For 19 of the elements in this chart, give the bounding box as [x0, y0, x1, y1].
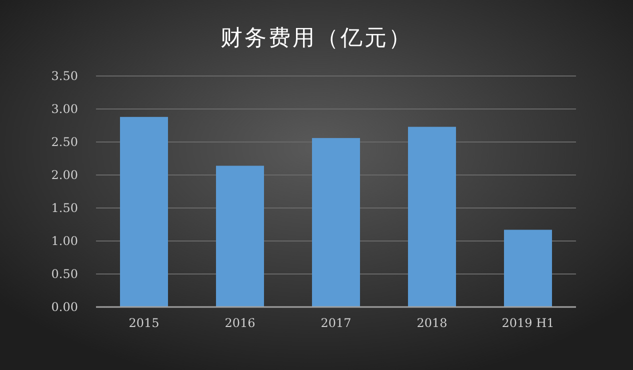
y-tick-label: 0.50 [51, 267, 78, 281]
chart-title: 财务费用（亿元） [220, 26, 412, 51]
bar [312, 138, 360, 307]
y-tick-label: 2.00 [51, 168, 78, 182]
y-tick-label: 0.00 [51, 300, 78, 314]
x-tick-label: 2017 [320, 316, 352, 330]
x-tick-label: 2019 H1 [502, 316, 554, 330]
bar [120, 116, 168, 307]
y-tick-label: 1.00 [51, 234, 78, 248]
x-tick-label: 2016 [224, 316, 256, 330]
bar [504, 230, 552, 307]
x-tick-label: 2018 [416, 316, 448, 330]
bar [216, 166, 264, 307]
y-tick-label: 3.50 [51, 69, 78, 83]
x-tick-label: 2015 [128, 316, 160, 330]
y-tick-label: 2.50 [51, 135, 78, 149]
y-tick-label: 3.00 [51, 102, 78, 116]
y-tick-label: 1.50 [51, 201, 78, 215]
bar [408, 126, 456, 307]
